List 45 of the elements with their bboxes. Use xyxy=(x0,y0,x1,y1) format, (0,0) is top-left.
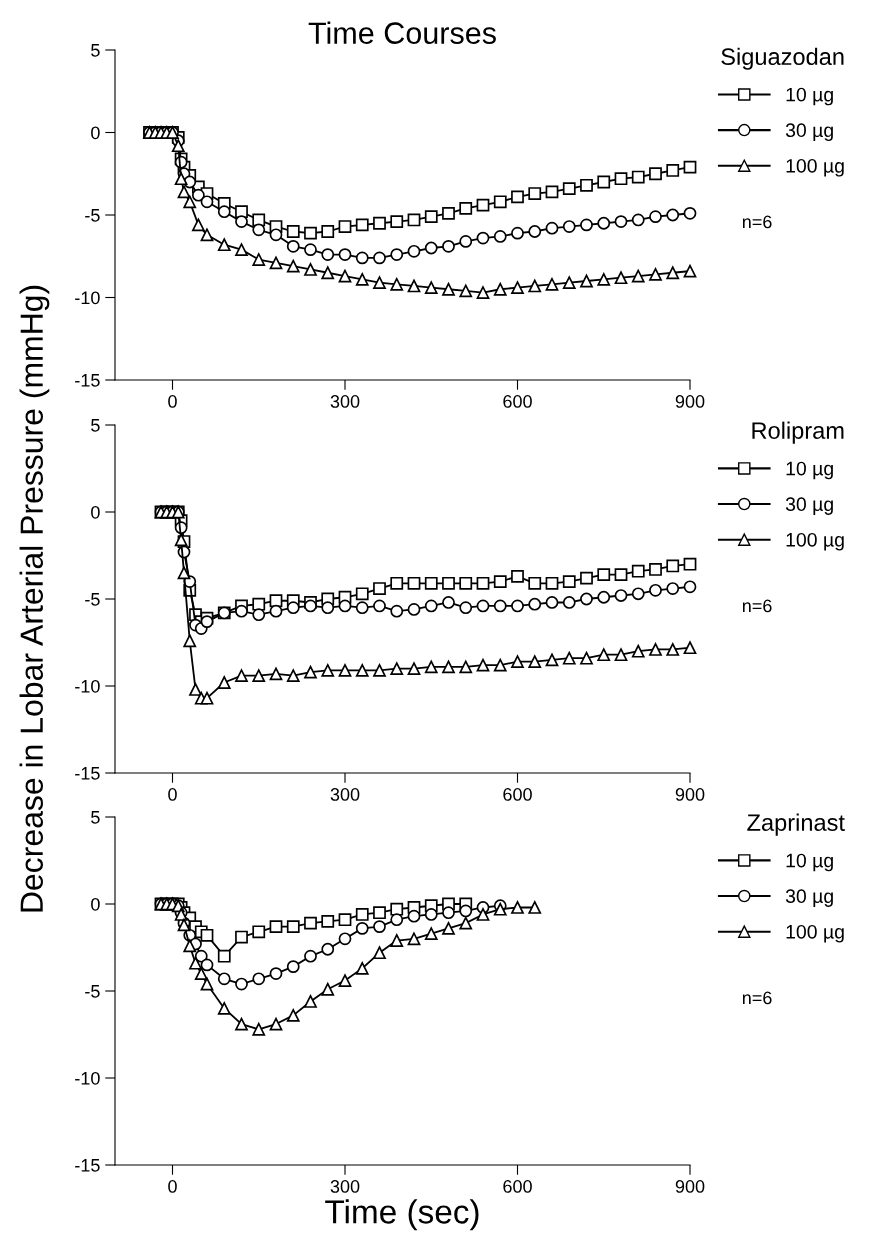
y-tick-label: -10 xyxy=(75,679,100,693)
x-tick-label: 900 xyxy=(675,788,705,801)
y-tick-label: -15 xyxy=(75,767,100,780)
legend-label: 100 µg xyxy=(786,924,844,943)
y-axis-title: Decrease in Lobar Arterial Pressure (mmHg) xyxy=(19,285,50,912)
x-tick-label: 600 xyxy=(503,788,532,801)
chart-title: Time Courses xyxy=(308,21,496,44)
x-axis-title: Time (sec) xyxy=(325,1199,479,1231)
legend-label: 100 µg xyxy=(786,532,844,551)
x-tick-label: 300 xyxy=(330,788,360,801)
y-tick-label: -15 xyxy=(75,374,100,387)
y-tick-label: -5 xyxy=(85,985,100,998)
legend-title: Zaprinast xyxy=(747,813,845,836)
legend-label: 30 µg xyxy=(785,123,833,141)
y-tick-label: -15 xyxy=(75,1159,100,1172)
x-tick-label: 0 xyxy=(168,788,177,801)
y-tick-label: 0 xyxy=(91,505,100,519)
legend-label: 30 µg xyxy=(785,497,833,515)
x-tick-label: 300 xyxy=(330,395,360,408)
legend-title: Siguazodan xyxy=(721,47,844,70)
legend-title: Rolipram xyxy=(752,421,844,444)
y-tick-label: -10 xyxy=(75,291,100,305)
y-tick-label: -5 xyxy=(85,593,100,606)
text: n=6 xyxy=(742,215,772,229)
y-tick-label: -10 xyxy=(75,1071,100,1085)
y-tick-label: 5 xyxy=(91,419,100,432)
x-tick-label: 0 xyxy=(168,1180,177,1193)
legend-label: 10 µg xyxy=(786,461,833,480)
x-tick-label: 300 xyxy=(330,1180,360,1193)
y-tick-label: 5 xyxy=(91,811,100,824)
text: n=6 xyxy=(742,991,772,1005)
x-tick-label: 600 xyxy=(503,1180,532,1193)
y-tick-label: -5 xyxy=(85,209,100,222)
legend-label: 10 µg xyxy=(786,87,833,106)
y-tick-label: 0 xyxy=(91,897,100,911)
y-tick-label: 5 xyxy=(91,44,100,57)
y-tick-label: 0 xyxy=(91,126,100,140)
x-tick-label: 600 xyxy=(503,395,532,408)
x-tick-label: 0 xyxy=(168,395,177,408)
legend-label: 100 µg xyxy=(786,158,844,177)
text: n=6 xyxy=(742,599,772,613)
x-tick-label: 900 xyxy=(675,1180,705,1193)
x-tick-label: 900 xyxy=(675,395,705,408)
legend-label: 30 µg xyxy=(785,889,833,907)
legend-label: 10 µg xyxy=(786,853,833,872)
